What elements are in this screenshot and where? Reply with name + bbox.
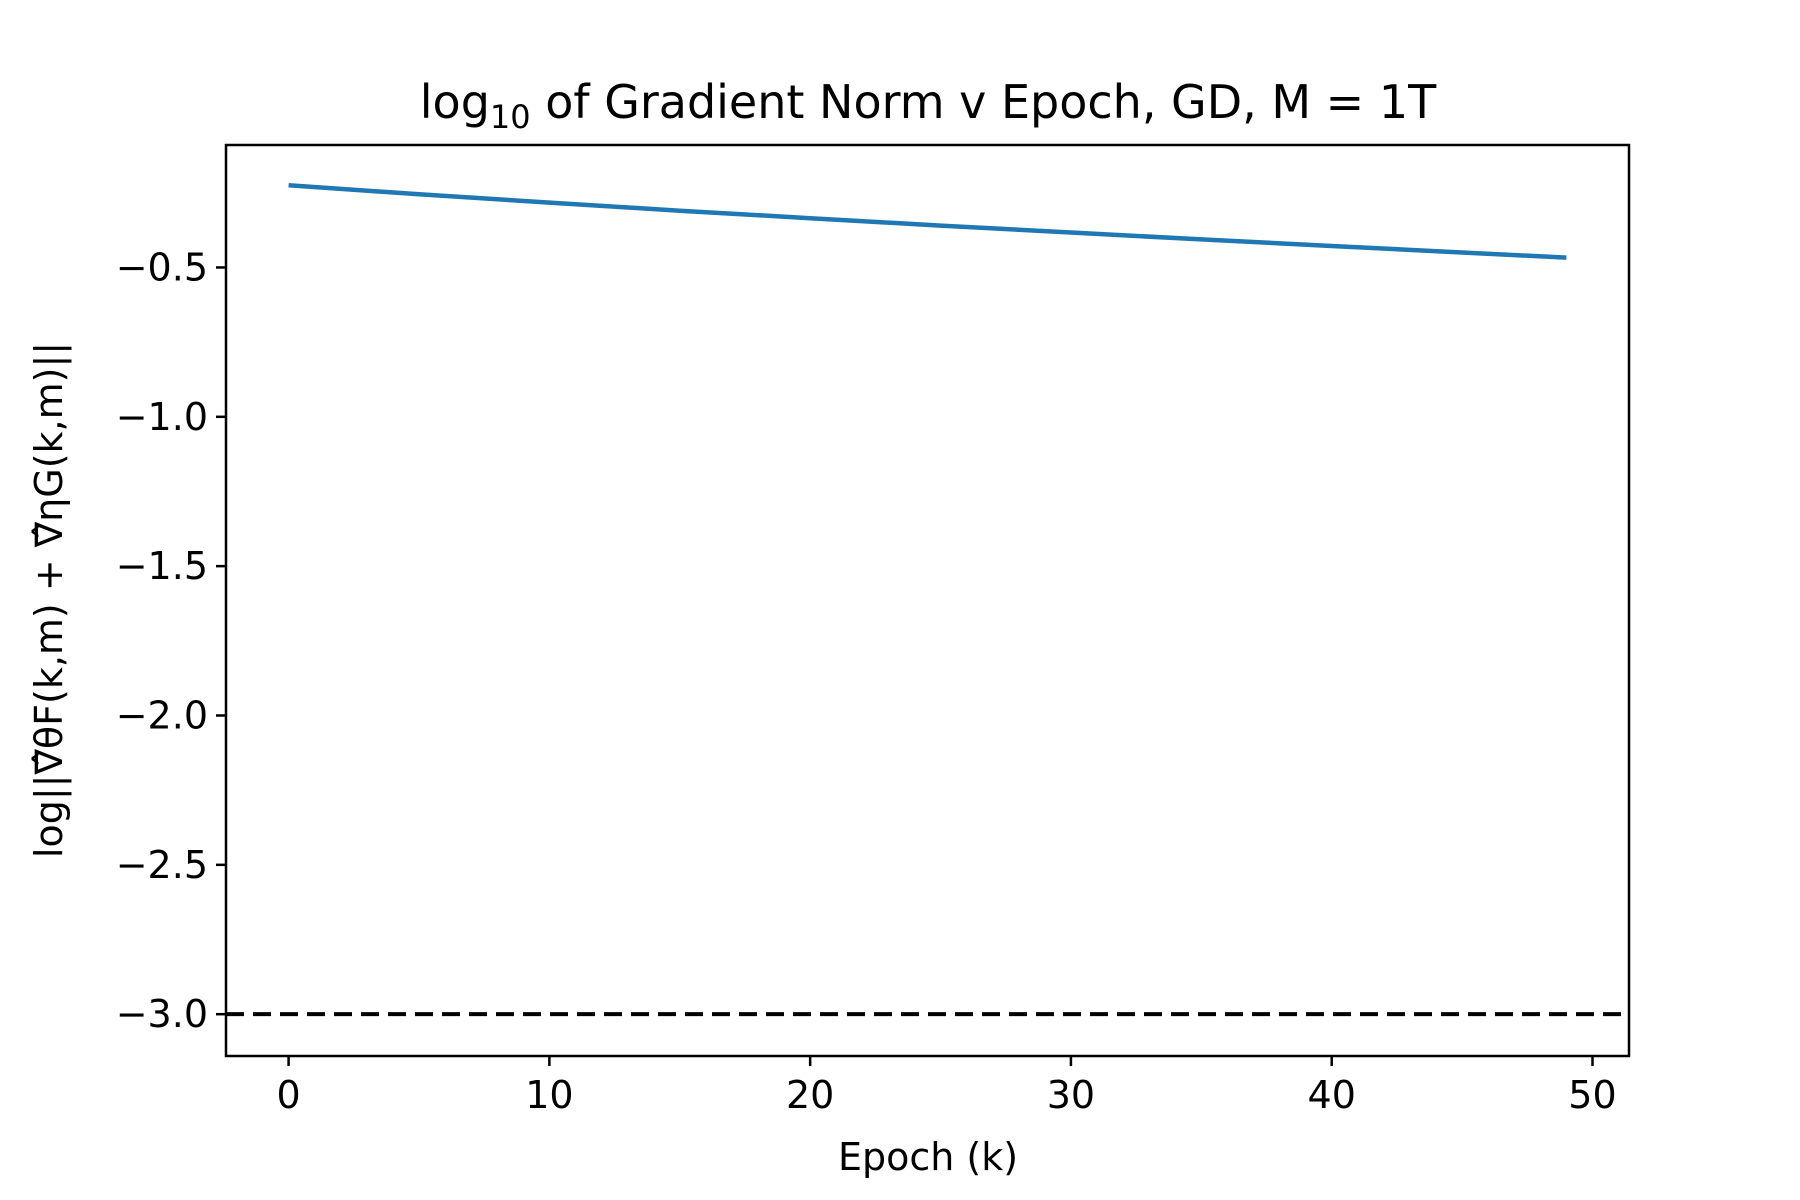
y-tick-label: −1.0 [116,395,208,439]
plot-frame [224,143,1631,1058]
x-tick-label: 50 [1568,1073,1616,1117]
x-tick-label: 30 [1047,1073,1095,1117]
y-tick-label: −3.0 [116,992,208,1036]
x-tick-label: 40 [1308,1073,1356,1117]
y-tick-label: −2.0 [116,693,208,737]
y-axis: −0.5 −1.0 −1.5 −2.0 −2.5 −3.0 [116,245,226,1036]
chart-title-prefix: log [420,75,490,129]
chart-title-subscript: 10 [490,98,531,136]
y-tick-label: −1.5 [116,544,208,588]
chart-title: log10 of Gradient Norm v Epoch, GD, M = … [420,75,1437,136]
x-tick-label: 10 [525,1073,573,1117]
x-axis-label: Epoch (k) [838,1135,1018,1179]
plot-area [226,183,1629,1017]
y-tick-label: −0.5 [116,245,208,289]
x-tick-label: 0 [276,1073,300,1117]
y-axis-label: log||∇̂θF(k,m) + ∇̂ηG(k,m)|| [27,342,72,858]
chart-title-suffix: of Gradient Norm v Epoch, GD, M = 1T [531,75,1438,129]
series-line-0 [288,183,1567,260]
x-tick-label: 20 [786,1073,834,1117]
y-tick-label: −2.5 [116,843,208,887]
x-axis: 0 10 20 30 40 50 [276,1056,1617,1117]
